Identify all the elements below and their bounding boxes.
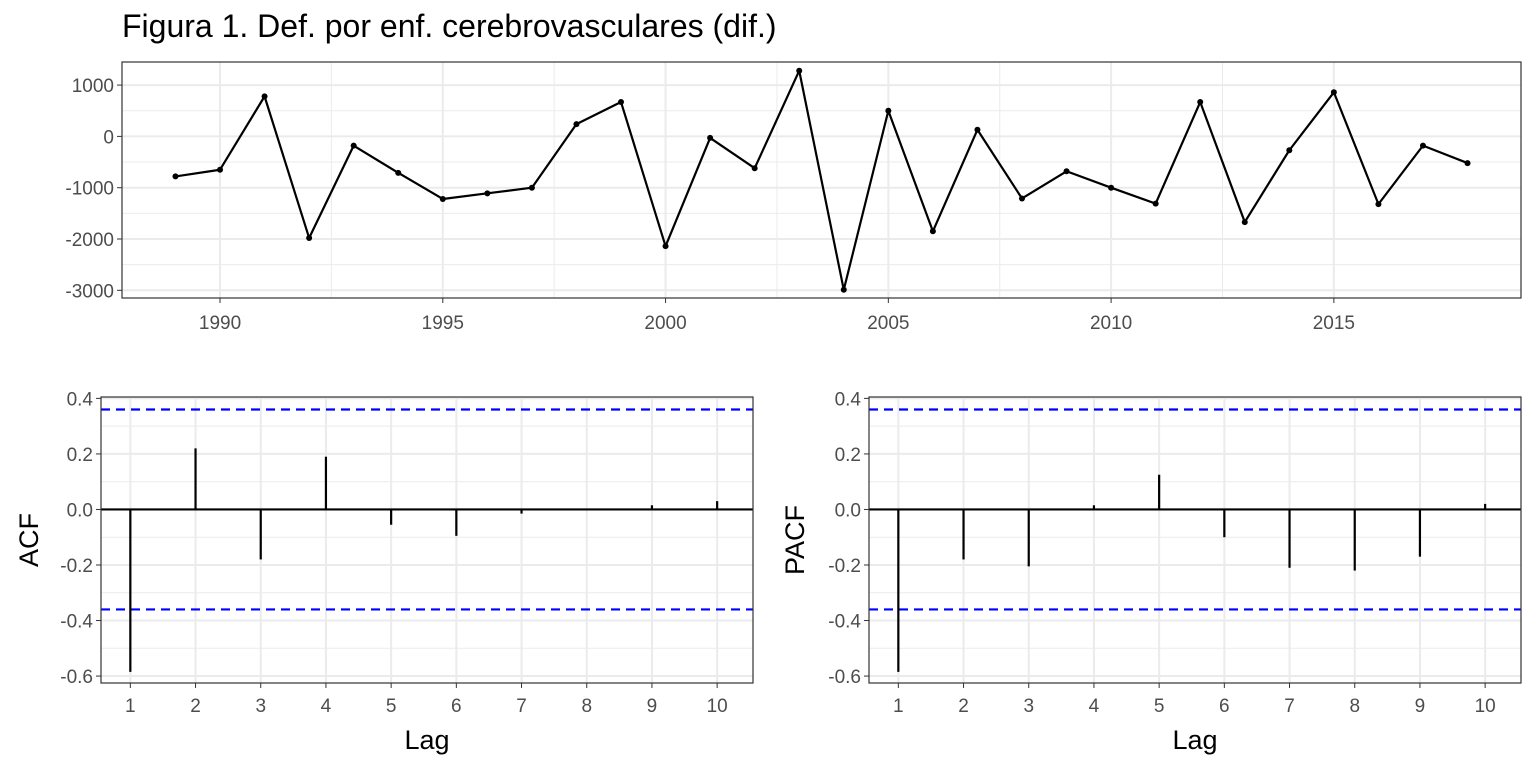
acf-y-tick-label: 0.0 [67, 500, 93, 521]
pacf-panel-background [869, 397, 1521, 683]
data-point [573, 121, 580, 128]
acf-x-tick-label: 10 [707, 696, 728, 717]
pacf-y-tick-label: -0.6 [828, 667, 861, 688]
pacf-x-tick-label: 8 [1349, 696, 1360, 717]
series-line [175, 69, 1468, 291]
x-tick-label: 2000 [644, 313, 686, 334]
acf-y-tick-label: -0.4 [60, 612, 93, 633]
acf-x-tick-label: 1 [125, 696, 136, 717]
acf-y-axis-title: ACF [14, 513, 44, 567]
acf-x-tick-label: 6 [451, 696, 462, 717]
data-point [528, 184, 535, 191]
acf-y-tick-label: -0.2 [60, 556, 93, 577]
data-point [1018, 195, 1025, 202]
data-point [618, 99, 625, 106]
pacf-y-tick-label: 0.4 [835, 389, 862, 410]
data-point [1152, 200, 1159, 207]
y-tick-label: -1000 [65, 179, 114, 200]
x-tick-label: 2005 [867, 313, 909, 334]
pacf-x-tick-label: 5 [1154, 696, 1165, 717]
x-tick-label: 1990 [199, 313, 241, 334]
pacf-y-tick-label: 0.2 [835, 445, 861, 466]
acf-y-tick-label: -0.6 [60, 667, 93, 688]
data-point [350, 142, 357, 149]
panel-border [121, 61, 1522, 299]
acf-y-tick-label: 0.4 [67, 389, 94, 410]
data-point [1375, 201, 1382, 208]
acf-y-tick-label: 0.2 [67, 445, 93, 466]
data-point [172, 173, 179, 180]
pacf-x-tick-label: 2 [958, 696, 969, 717]
data-point [306, 234, 313, 241]
data-point [484, 190, 491, 197]
x-tick-label: 2015 [1313, 313, 1355, 334]
data-point [751, 165, 758, 172]
data-point [261, 93, 268, 100]
acf-x-tick-label: 9 [647, 696, 658, 717]
data-point [1108, 184, 1115, 191]
data-point [1286, 147, 1293, 154]
acf-x-axis-title: Lag [404, 725, 449, 755]
data-point [929, 228, 936, 235]
x-tick-label: 2010 [1090, 313, 1132, 334]
acf-x-tick-label: 5 [386, 696, 397, 717]
data-point [1241, 219, 1248, 226]
y-tick-label: 1000 [72, 76, 114, 97]
data-point [707, 134, 714, 141]
acf-x-tick-label: 8 [581, 696, 592, 717]
pacf-x-tick-label: 7 [1284, 696, 1295, 717]
data-point [885, 107, 892, 114]
data-point [395, 169, 402, 176]
pacf-y-tick-label: -0.2 [828, 556, 861, 577]
pacf-x-axis-title: Lag [1172, 725, 1217, 755]
data-point [439, 195, 446, 202]
pacf-y-tick-label: 0.0 [835, 500, 861, 521]
data-point [1464, 160, 1471, 167]
acf-x-tick-label: 3 [255, 696, 266, 717]
data-point [796, 67, 803, 74]
data-point [1419, 142, 1426, 149]
pacf-x-tick-label: 1 [893, 696, 904, 717]
y-tick-label: 0 [103, 127, 114, 148]
acf-x-tick-label: 2 [190, 696, 201, 717]
pacf-y-tick-label: -0.4 [828, 612, 861, 633]
x-tick-label: 1995 [422, 313, 464, 334]
pacf-x-tick-label: 4 [1089, 696, 1100, 717]
data-point [1063, 168, 1070, 175]
data-point [974, 126, 981, 133]
acf-panel-background [101, 397, 753, 683]
pacf-y-axis-title: PACF [780, 505, 810, 575]
pacf-x-tick-label: 6 [1219, 696, 1230, 717]
data-point [1197, 99, 1204, 106]
acf-panel-border [100, 396, 754, 684]
acf-x-tick-label: 7 [516, 696, 527, 717]
pacf-panel-border [868, 396, 1522, 684]
acf-x-tick-label: 4 [321, 696, 332, 717]
data-point [217, 166, 224, 173]
y-tick-label: -3000 [65, 281, 114, 302]
y-tick-label: -2000 [65, 230, 114, 251]
data-point [1330, 89, 1337, 96]
pacf-x-tick-label: 10 [1475, 696, 1496, 717]
data-point [662, 243, 669, 250]
data-point [840, 286, 847, 293]
pacf-x-tick-label: 3 [1023, 696, 1034, 717]
pacf-x-tick-label: 9 [1415, 696, 1426, 717]
figure-title: Figura 1. Def. por enf. cerebrovasculare… [122, 8, 777, 44]
